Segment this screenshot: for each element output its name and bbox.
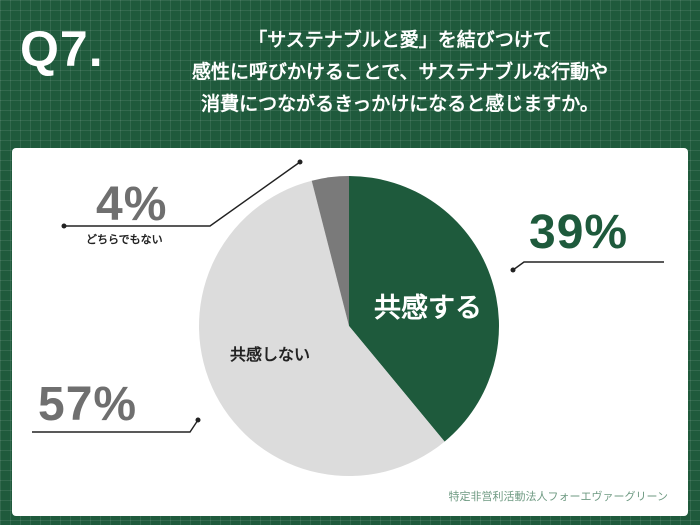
category-label-agree: 共感する [374, 292, 482, 324]
leader-line-neither [64, 161, 301, 227]
pie-slice-agree [349, 176, 500, 442]
question-line-1: 「サステナブルと愛」を結びつけて [248, 29, 552, 51]
question-line-3: 消費につながるきっかけになると感じますか。 [201, 93, 599, 115]
credit-text: 特定非営利活動法人フォーエヴァーグリーン [448, 490, 668, 503]
leader-line-disagree-dot [195, 417, 201, 423]
question-number: Q7. [20, 21, 104, 77]
value-label-neither: 4% [96, 178, 167, 231]
value-label-agree: 39% [529, 206, 628, 259]
chart-panel: 39% 57% 4% 共感する 共感しない どちらでもない 特定非営利活動法人フ… [12, 148, 688, 516]
leader-line-agree [512, 261, 664, 271]
leader-lines [32, 159, 664, 433]
pie-slice-neither [311, 176, 349, 326]
question-text: 「サステナブルと愛」を結びつけて 感性に呼びかけることで、サステナブルな行動や … [120, 24, 680, 120]
question-line-2: 感性に呼びかけることで、サステナブルな行動や [191, 61, 609, 83]
pie-chart: 39% 57% 4% 共感する 共感しない どちらでもない [32, 159, 664, 476]
leader-line-disagree [32, 419, 199, 433]
pie-slice-disagree [199, 180, 445, 476]
pie-slices [199, 176, 500, 476]
category-label-disagree: 共感しない [230, 345, 310, 364]
category-label-neither: どちらでもない [86, 233, 163, 246]
leader-line-neither-end-dot [297, 159, 303, 165]
leader-line-neither-dot [61, 223, 67, 229]
value-label-disagree: 57% [38, 378, 137, 431]
leader-line-agree-dot [510, 267, 516, 273]
